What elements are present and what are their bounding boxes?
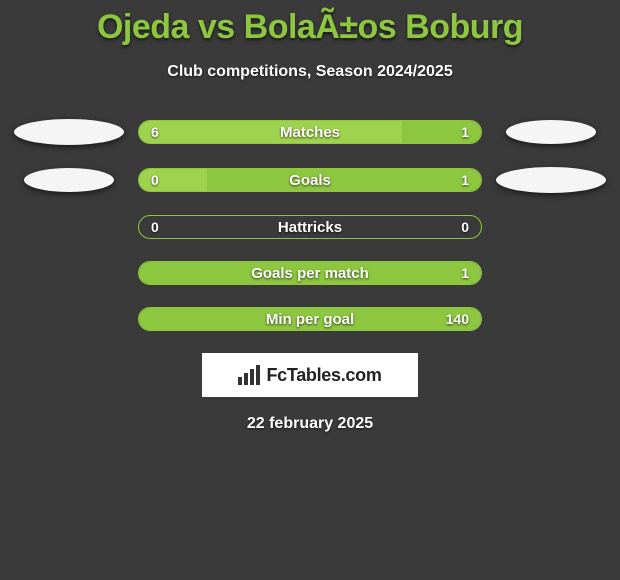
bar-fill-left xyxy=(139,121,402,143)
right-ellipse xyxy=(496,167,606,193)
subtitle: Club competitions, Season 2024/2025 xyxy=(0,63,620,81)
stat-bar: 0 0Hattricks xyxy=(138,215,482,239)
left-ellipse xyxy=(24,168,114,192)
stat-bar: 61Matches xyxy=(138,120,482,144)
left-ellipse-slot xyxy=(0,168,138,192)
stat-row: 0 0Hattricks xyxy=(0,215,620,239)
page-title: Ojeda vs BolaÃ±os Boburg xyxy=(0,0,620,47)
right-ellipse-slot xyxy=(482,167,620,193)
stat-label: Hattricks xyxy=(139,216,481,238)
right-ellipse xyxy=(506,120,596,144)
left-ellipse-slot xyxy=(0,119,138,145)
right-value: 0 xyxy=(461,216,469,238)
bar-fill-right xyxy=(139,308,481,330)
bar-fill-right xyxy=(207,169,481,191)
bars-icon xyxy=(238,365,262,385)
bar-fill-left xyxy=(139,169,207,191)
bar-fill-right xyxy=(402,121,481,143)
brand-text: FcTables.com xyxy=(266,365,381,386)
right-ellipse-slot xyxy=(482,120,620,144)
stat-row: 1Goals per match xyxy=(0,261,620,285)
stat-row: 140Min per goal xyxy=(0,307,620,331)
stat-row: 01Goals xyxy=(0,167,620,193)
stat-bar: 1Goals per match xyxy=(138,261,482,285)
stat-bar: 01Goals xyxy=(138,168,482,192)
bar-fill-right xyxy=(139,262,481,284)
stat-bar: 140Min per goal xyxy=(138,307,482,331)
date-label: 22 february 2025 xyxy=(0,415,620,433)
stat-rows: 61Matches 01Goals 0 0Hattricks 1Goals per ma… xyxy=(0,119,620,331)
brand-badge: FcTables.com xyxy=(202,353,418,397)
stat-row: 61Matches xyxy=(0,119,620,145)
left-ellipse xyxy=(14,119,124,145)
left-value: 0 xyxy=(151,216,159,238)
